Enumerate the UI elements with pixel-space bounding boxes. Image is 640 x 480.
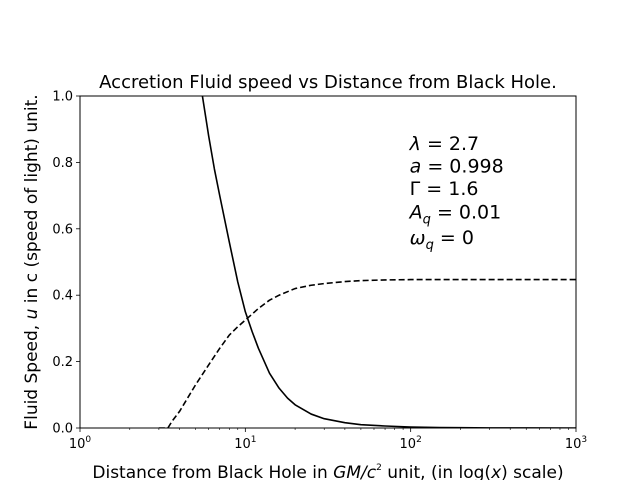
x-tick-label: 103 — [565, 435, 587, 452]
series-line-dashed — [158, 278, 576, 428]
x-tick-label: 102 — [400, 435, 422, 452]
y-label-part-1: Fluid Speed, — [22, 319, 42, 429]
annotation-line: Aq = 0.01 — [408, 202, 502, 228]
x-axis-label: Distance from Black Hole in GM/c2 unit, … — [92, 463, 563, 480]
x-tick-label: 101 — [234, 435, 256, 452]
annotation-line: ωq = 0 — [410, 227, 474, 253]
y-tick-label: 0.6 — [52, 222, 73, 237]
plot-frame — [79, 95, 577, 429]
y-tick-label: 0.0 — [52, 422, 73, 437]
x-label-part-2: GM/c — [333, 463, 377, 480]
x-label-part-6: ) scale) — [501, 463, 563, 480]
ticks-layer: 100 101 102 103 0.0 0.2 0.4 0.6 0.8 1.0 — [52, 90, 587, 453]
chart-title: Accretion Fluid speed vs Distance from B… — [99, 72, 557, 93]
x-label-part-4: unit, (in log( — [382, 463, 491, 480]
annotation-line: Γ = 1.6 — [410, 178, 479, 200]
y-tick-label: 1.0 — [52, 90, 73, 105]
y-tick-label: 0.2 — [52, 355, 73, 370]
x-label-part-1: Distance from Black Hole in — [92, 463, 333, 480]
y-tick-label: 0.4 — [52, 289, 73, 304]
y-label-part-2: u — [22, 308, 42, 319]
x-tick-label: 100 — [69, 435, 92, 452]
y-label-part-3: in c (speed of light) unit. — [22, 94, 42, 308]
annotation-line: a = 0.998 — [410, 156, 504, 178]
y-axis-label: Fluid Speed, u in c (speed of light) uni… — [22, 94, 42, 429]
y-tick-label: 0.8 — [52, 156, 73, 171]
x-label-part-3: 2 — [376, 463, 382, 473]
annotation-line: λ = 2.7 — [409, 133, 479, 155]
x-label-part-5: x — [490, 463, 502, 480]
